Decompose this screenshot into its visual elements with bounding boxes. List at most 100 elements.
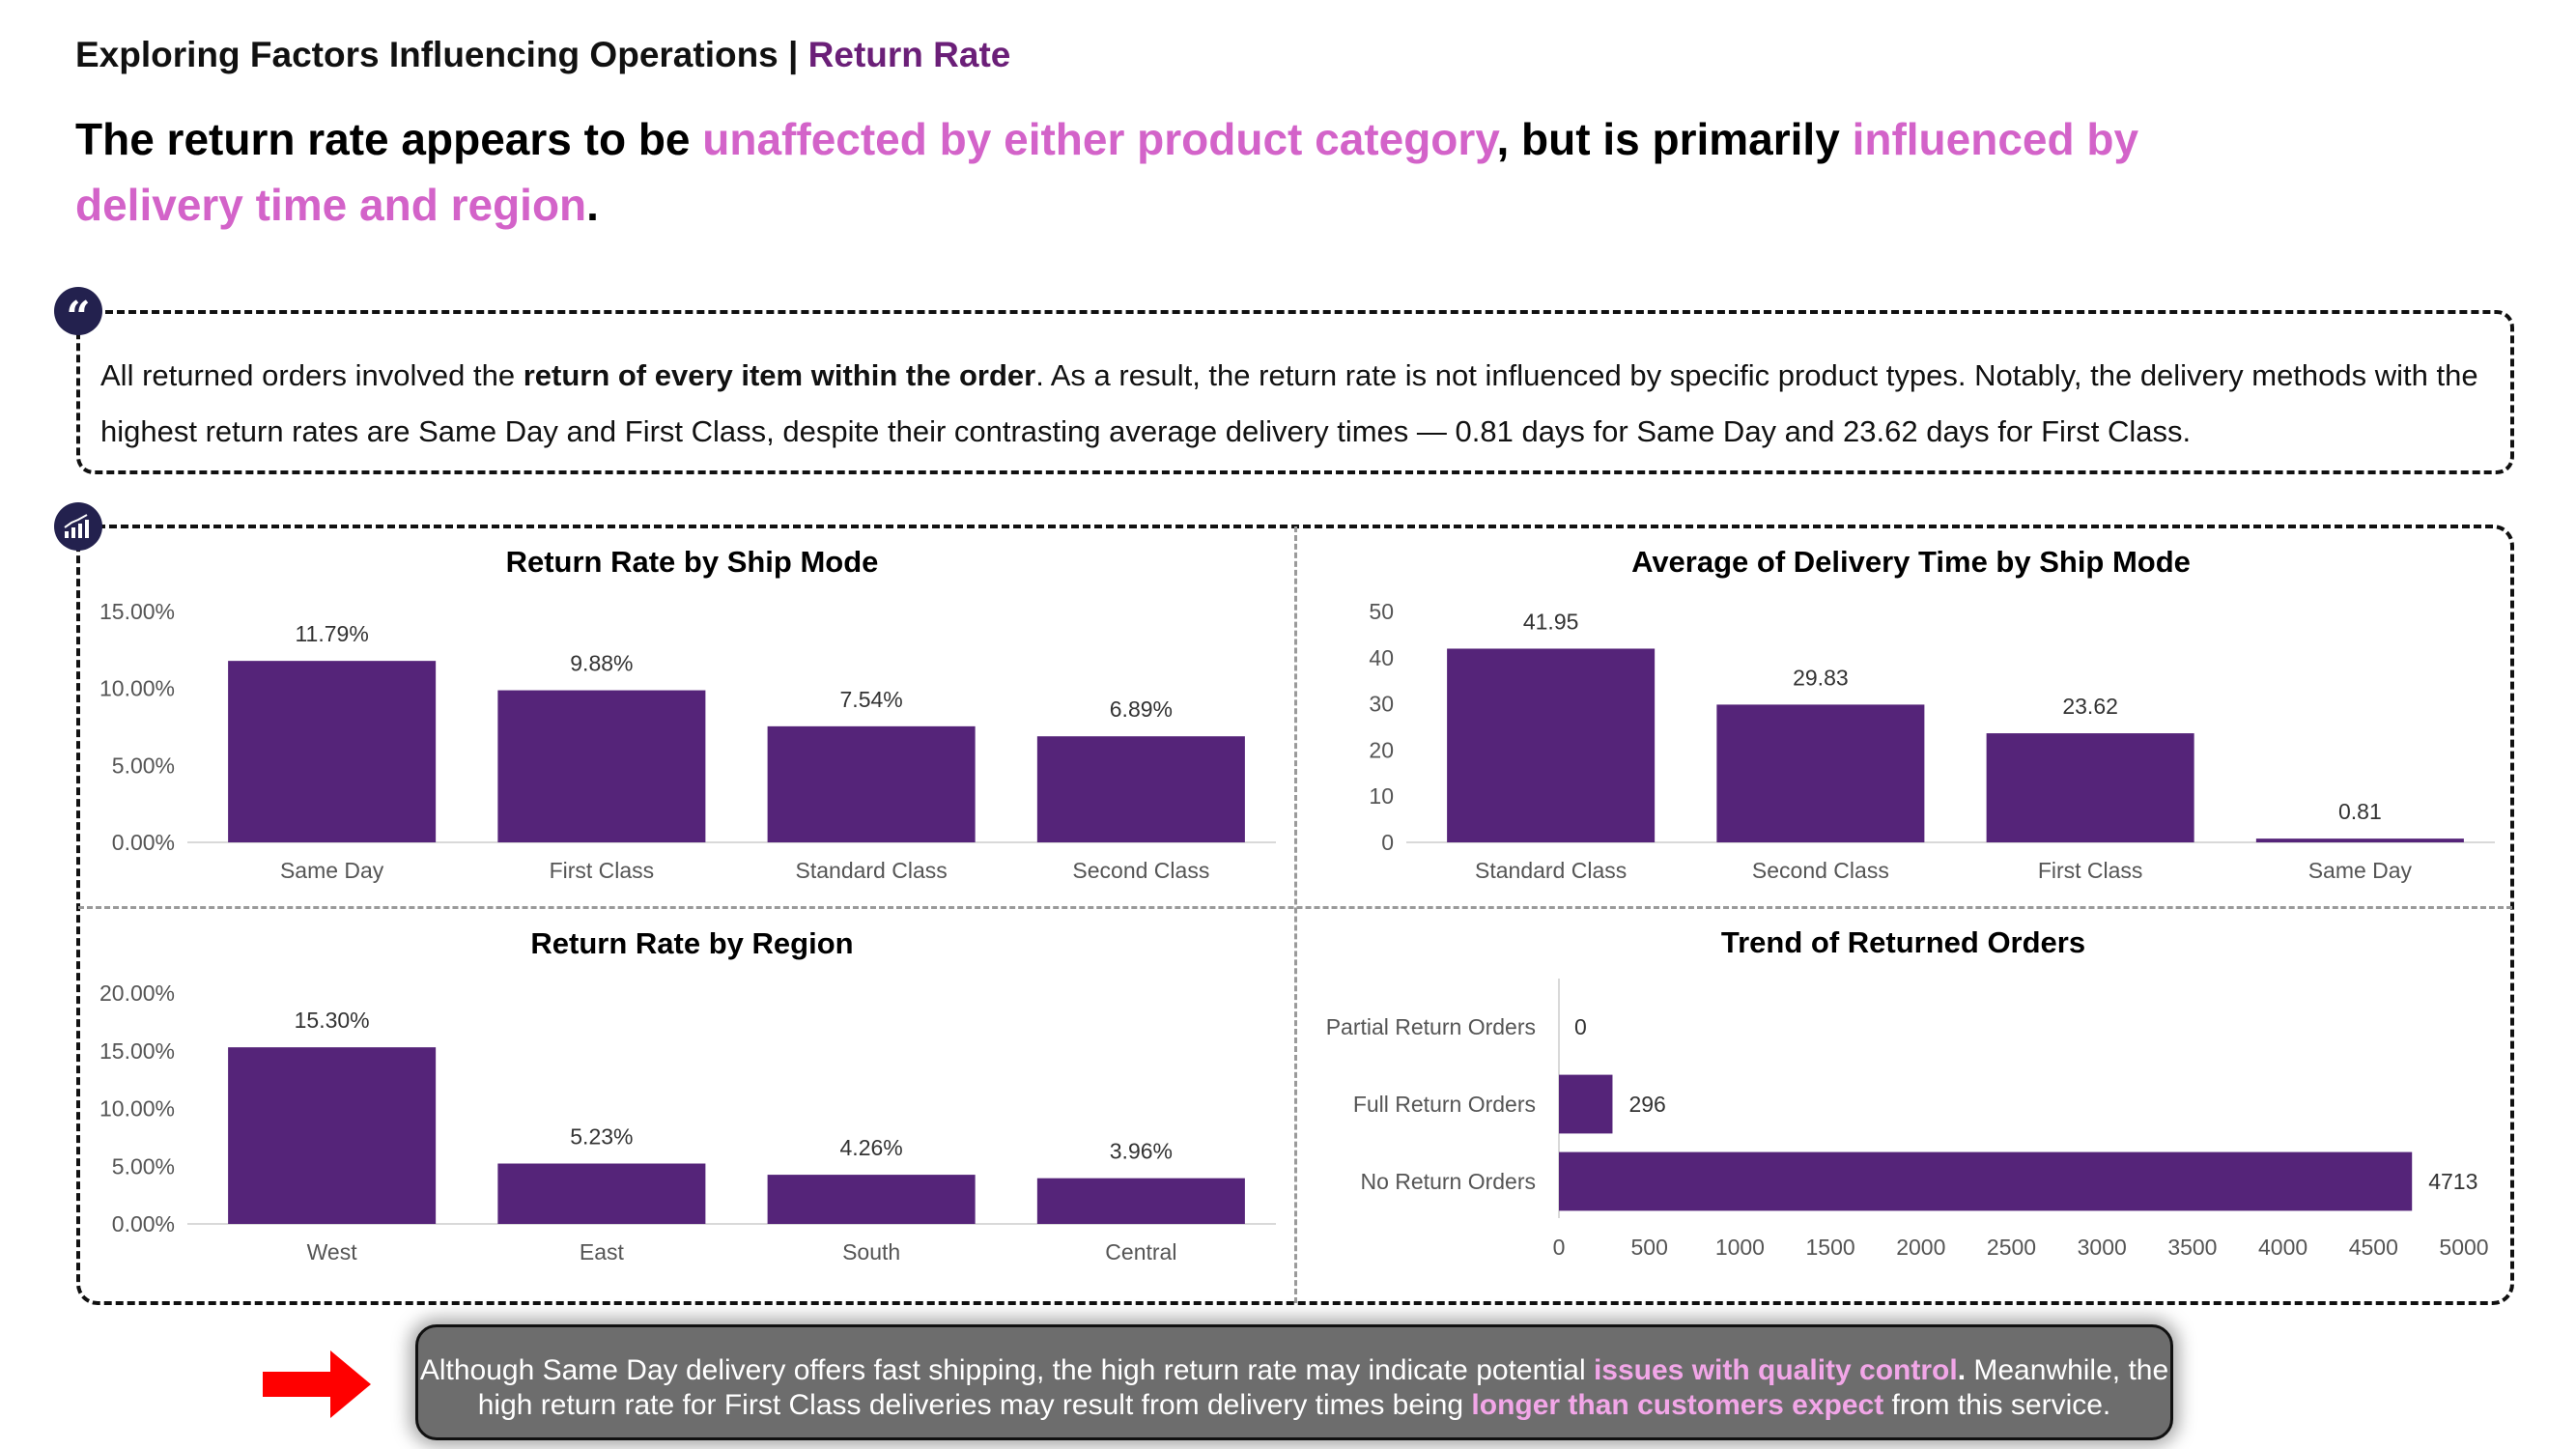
x-tick-label: Standard Class — [1475, 858, 1627, 883]
headline-text: , but is primarily — [1496, 114, 1853, 164]
y-tick-label: 0.00% — [112, 830, 175, 855]
y-tick-label: 15.00% — [99, 1038, 175, 1064]
x-tick-label: 4500 — [2349, 1235, 2398, 1260]
x-tick-label: Standard Class — [796, 858, 948, 883]
quote-icon: “ — [54, 287, 102, 342]
page-eyebrow-title: Exploring Factors Influencing Operations… — [75, 35, 1010, 75]
y-tick-label: 10.00% — [99, 676, 175, 701]
bar — [767, 1175, 976, 1224]
x-tick-label: Second Class — [1752, 858, 1889, 883]
y-tick-label: 50 — [1369, 599, 1394, 624]
x-tick-label: Same Day — [2308, 858, 2413, 883]
headline-text: The return rate appears to be — [75, 114, 703, 164]
y-tick-label: 40 — [1369, 645, 1394, 670]
x-tick-label: West — [307, 1239, 358, 1264]
bar — [497, 690, 706, 842]
x-tick-label: East — [580, 1239, 625, 1264]
y-tick-label: No Return Orders — [1360, 1169, 1536, 1194]
x-tick-label: 1000 — [1715, 1235, 1765, 1260]
x-tick-label: First Class — [2038, 858, 2143, 883]
chart-grid-divider-horizontal — [78, 906, 2512, 909]
bar — [1036, 1178, 1245, 1224]
data-label: 11.79% — [295, 621, 368, 646]
y-tick-label: 20.00% — [99, 980, 175, 1006]
callout-highlight-expectation: longer than customers expect — [1471, 1389, 1884, 1421]
data-label: 41.95 — [1523, 609, 1579, 634]
callout-text: Meanwhile, the high return rate for Firs… — [477, 1354, 2169, 1421]
y-tick-label: 5.00% — [112, 1153, 175, 1179]
headline-highlight-delivery: influenced by delivery time and region — [75, 114, 2139, 230]
x-tick-label: 3000 — [2078, 1235, 2127, 1260]
data-label: 0.81 — [2338, 799, 2382, 824]
data-label: 9.88% — [570, 651, 633, 676]
quote-bold-text: return of every item within the order — [523, 358, 1036, 392]
x-tick-label: Same Day — [280, 858, 384, 883]
bar — [1447, 648, 1656, 842]
page-headline: The return rate appears to be unaffected… — [75, 106, 2181, 238]
callout-highlight-quality: issues with quality control — [1593, 1354, 1958, 1386]
headline-text: . — [586, 180, 599, 230]
data-label: 15.30% — [295, 1008, 370, 1033]
insight-quote-box — [76, 310, 2514, 474]
bar — [1986, 733, 2194, 842]
x-tick-label: 0 — [1553, 1235, 1566, 1260]
y-tick-label: 15.00% — [99, 599, 175, 624]
bar — [1559, 1074, 1613, 1134]
conclusion-callout: Although Same Day delivery offers fast s… — [415, 1324, 2173, 1440]
red-arrow-icon — [263, 1350, 371, 1418]
x-tick-label: Second Class — [1072, 858, 1209, 883]
y-tick-label: Partial Return Orders — [1326, 1014, 1536, 1039]
x-tick-label: 3500 — [2167, 1235, 2217, 1260]
data-label: 0 — [1574, 1014, 1587, 1039]
y-tick-label: 0.00% — [112, 1211, 175, 1236]
x-tick-label: South — [842, 1239, 900, 1264]
data-label: 4.26% — [840, 1135, 903, 1160]
data-label: 29.83 — [1793, 665, 1849, 690]
y-tick-label: 10.00% — [99, 1096, 175, 1122]
chart-title: Trend of Returned Orders — [1721, 925, 2085, 959]
y-tick-label: 10 — [1369, 783, 1394, 809]
bar — [228, 1047, 437, 1224]
bar — [1036, 736, 1245, 842]
chart-delivery-time-by-ship-mode: Average of Delivery Time by Ship Mode 0 10… — [1369, 545, 2495, 883]
bar — [1716, 704, 1925, 842]
chart-title: Average of Delivery Time by Ship Mode — [1631, 545, 2191, 579]
x-tick-label: 2000 — [1896, 1235, 1945, 1260]
bar — [497, 1163, 706, 1224]
callout-text: from this service. — [1883, 1389, 2111, 1421]
x-tick-label: First Class — [550, 858, 655, 883]
chart-return-rate-by-ship-mode: Return Rate by Ship Mode 0.00% 5.00% 10.00%… — [99, 545, 1276, 883]
chart-grid-divider-vertical — [1294, 526, 1297, 1303]
bar — [228, 661, 437, 842]
data-label: 7.54% — [840, 687, 903, 712]
y-tick-label: Full Return Orders — [1353, 1092, 1536, 1117]
chart-title: Return Rate by Ship Mode — [506, 545, 879, 579]
insight-quote-text: All returned orders involved the return … — [100, 348, 2496, 460]
bar-chart-icon — [54, 502, 102, 551]
data-label: 5.23% — [570, 1124, 633, 1150]
data-label: 296 — [1628, 1092, 1665, 1117]
data-label: 3.96% — [1110, 1139, 1173, 1164]
x-tick-label: 2500 — [1987, 1235, 2036, 1260]
x-tick-label: 500 — [1631, 1235, 1668, 1260]
y-tick-label: 0 — [1381, 830, 1394, 855]
x-tick-label: 5000 — [2439, 1235, 2488, 1260]
callout-text: Although Same Day delivery offers fast s… — [419, 1354, 1594, 1386]
x-tick-label: 4000 — [2258, 1235, 2307, 1260]
bar — [2255, 838, 2464, 842]
y-tick-label: 20 — [1369, 737, 1394, 762]
chart-return-rate-by-region: Return Rate by Region 0.00% 5.00% 10.00% 15.… — [99, 926, 1276, 1264]
eyebrow-main: Exploring Factors Influencing Operations… — [75, 35, 808, 74]
quote-text: All returned orders involved the — [100, 358, 524, 392]
data-label: 4713 — [2428, 1169, 2477, 1194]
chart-trend-of-returned-orders: Trend of Returned Orders 0 Partial Return … — [1326, 925, 2489, 1260]
eyebrow-accent: Return Rate — [807, 35, 1011, 74]
headline-highlight-category: unaffected by either product category — [702, 114, 1497, 164]
quote-text: . As a result, the return rate is not in… — [100, 358, 2478, 448]
bar — [767, 725, 976, 842]
data-label: 6.89% — [1110, 696, 1173, 722]
callout-text: . — [1957, 1354, 1974, 1386]
chart-title: Return Rate by Region — [530, 926, 853, 960]
bar — [1559, 1151, 2413, 1211]
data-label: 23.62 — [2062, 694, 2118, 719]
